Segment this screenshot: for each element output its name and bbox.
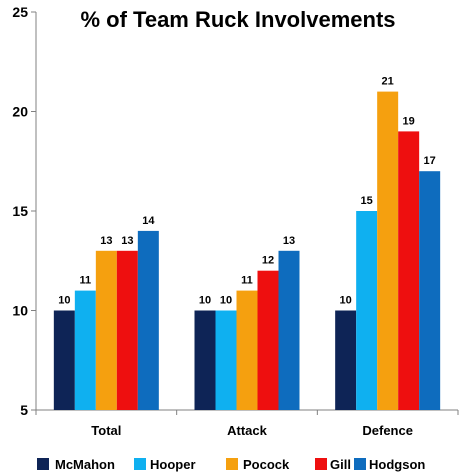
category-label-attack: Attack xyxy=(227,423,268,438)
bar-mcmahon-defence xyxy=(335,310,357,410)
data-label: 11 xyxy=(241,275,253,287)
data-label: 15 xyxy=(361,195,373,207)
legend-label-mcmahon: McMahon xyxy=(55,457,115,472)
data-label: 10 xyxy=(220,295,232,307)
bar-hooper-attack xyxy=(215,310,237,410)
legend-swatch-pocock xyxy=(226,458,238,470)
data-label: 10 xyxy=(58,295,70,307)
bar-hodgson-total xyxy=(137,230,159,410)
bar-gill-attack xyxy=(257,270,279,410)
y-axis-ticks: 5 10 15 20 25 xyxy=(12,4,36,418)
y-tick-label: 5 xyxy=(20,402,28,418)
data-label: 21 xyxy=(382,76,394,88)
bar-mcmahon-attack xyxy=(194,310,216,410)
y-tick-label: 25 xyxy=(12,4,28,20)
bar-mcmahon-total xyxy=(53,310,75,410)
data-label: 14 xyxy=(142,215,155,227)
y-tick-label: 20 xyxy=(12,104,28,120)
chart-title: % of Team Ruck Involvements xyxy=(80,7,395,32)
data-label: 19 xyxy=(403,115,415,127)
legend-swatch-gill xyxy=(315,458,327,470)
legend-label-hooper: Hooper xyxy=(150,457,196,472)
x-axis-ticks xyxy=(35,410,459,415)
data-label: 11 xyxy=(80,275,92,287)
legend-label-hodgson: Hodgson xyxy=(369,457,425,472)
bar-gill-defence xyxy=(398,131,420,410)
bars-group xyxy=(53,91,441,410)
data-label: 13 xyxy=(100,235,112,247)
bar-pocock-defence xyxy=(377,91,399,410)
data-label: 17 xyxy=(424,155,436,167)
category-labels-group: Total Attack Defence xyxy=(91,423,413,438)
data-label: 13 xyxy=(121,235,133,247)
legend-label-gill: Gill xyxy=(330,457,351,472)
data-label: 10 xyxy=(199,295,211,307)
data-label: 12 xyxy=(262,255,274,267)
bar-hodgson-defence xyxy=(419,171,441,410)
category-label-total: Total xyxy=(91,423,121,438)
legend-label-pocock: Pocock xyxy=(243,457,290,472)
legend-swatch-hooper xyxy=(134,458,146,470)
bar-hooper-defence xyxy=(356,211,378,410)
y-tick-label: 15 xyxy=(12,203,28,219)
bar-gill-total xyxy=(116,250,138,410)
bar-hooper-total xyxy=(74,290,96,410)
bar-hodgson-attack xyxy=(278,250,300,410)
data-label: 10 xyxy=(340,295,352,307)
data-label: 13 xyxy=(283,235,295,247)
category-label-defence: Defence xyxy=(362,423,413,438)
bar-pocock-attack xyxy=(236,290,258,410)
data-labels-group: 10 11 13 13 14 10 10 11 12 13 10 15 21 19 17 xyxy=(58,76,436,307)
y-tick-label: 10 xyxy=(12,303,28,319)
legend-swatch-hodgson xyxy=(354,458,366,470)
legend-swatch-mcmahon xyxy=(37,458,49,470)
legend: McMahon Hooper Pocock Gill Hodgson xyxy=(37,457,425,472)
bar-pocock-total xyxy=(95,250,117,410)
